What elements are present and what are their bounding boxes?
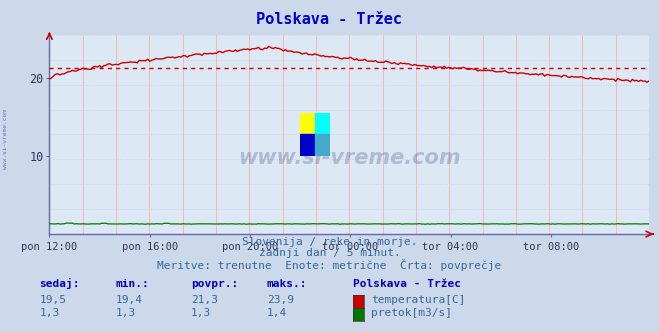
Text: sedaj:: sedaj: [40, 278, 80, 289]
Bar [315, 134, 330, 156]
Text: povpr.:: povpr.: [191, 279, 239, 289]
Text: 23,9: 23,9 [267, 295, 294, 305]
Text: maks.:: maks.: [267, 279, 307, 289]
Text: Polskava - Tržec: Polskava - Tržec [256, 12, 403, 27]
Text: 1,3: 1,3 [191, 308, 212, 318]
Text: 21,3: 21,3 [191, 295, 218, 305]
Text: 1,4: 1,4 [267, 308, 287, 318]
Text: Polskava - Tržec: Polskava - Tržec [353, 279, 461, 289]
Text: 1,3: 1,3 [115, 308, 136, 318]
Text: 19,5: 19,5 [40, 295, 67, 305]
Bar [315, 113, 330, 134]
Text: Meritve: trenutne  Enote: metrične  Črta: povprečje: Meritve: trenutne Enote: metrične Črta: … [158, 259, 501, 271]
Text: pretok[m3/s]: pretok[m3/s] [371, 308, 452, 318]
Bar [300, 113, 315, 134]
Text: www.si-vreme.com: www.si-vreme.com [238, 148, 461, 168]
Text: temperatura[C]: temperatura[C] [371, 295, 465, 305]
Text: Slovenija / reke in morje.: Slovenija / reke in morje. [242, 237, 417, 247]
Text: www.si-vreme.com: www.si-vreme.com [3, 110, 8, 169]
Bar [300, 134, 315, 156]
Text: 19,4: 19,4 [115, 295, 142, 305]
Text: min.:: min.: [115, 279, 149, 289]
Text: zadnji dan / 5 minut.: zadnji dan / 5 minut. [258, 248, 401, 258]
Text: 1,3: 1,3 [40, 308, 60, 318]
